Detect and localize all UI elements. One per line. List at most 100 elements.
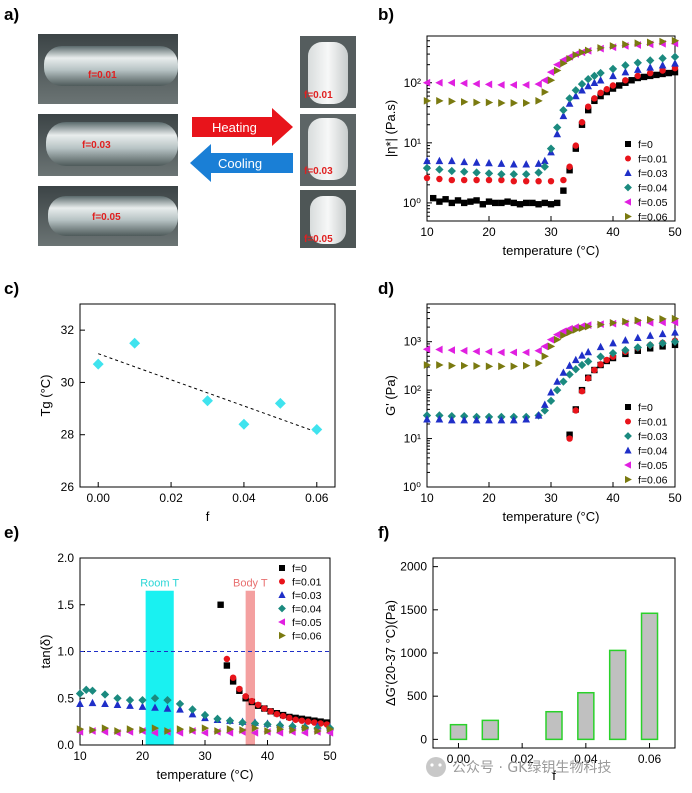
data-point bbox=[535, 201, 542, 208]
data-point bbox=[275, 729, 284, 737]
data-point bbox=[622, 77, 629, 84]
data-point bbox=[200, 710, 210, 720]
legend-marker bbox=[279, 578, 285, 585]
data-point bbox=[422, 345, 431, 354]
data-point bbox=[547, 76, 556, 85]
data-point bbox=[559, 368, 568, 376]
data-point bbox=[311, 719, 318, 726]
data-point bbox=[535, 177, 542, 185]
x-tick-label: 50 bbox=[668, 491, 682, 505]
cooling-arrow: Cooling bbox=[190, 144, 293, 182]
legend-marker bbox=[278, 604, 286, 613]
legend-label: f=0.01 bbox=[292, 577, 322, 589]
trend-line bbox=[98, 353, 317, 433]
y-axis-label: Tg (°C) bbox=[38, 374, 53, 416]
data-point bbox=[238, 418, 250, 430]
data-point bbox=[572, 142, 579, 149]
data-point bbox=[176, 725, 185, 733]
data-point bbox=[497, 81, 505, 89]
data-point bbox=[150, 729, 159, 737]
data-point bbox=[553, 377, 562, 385]
data-point bbox=[671, 36, 680, 45]
y-tick-label: 500 bbox=[407, 689, 427, 703]
data-point bbox=[616, 82, 623, 89]
data-point bbox=[572, 326, 580, 334]
data-point bbox=[553, 385, 562, 395]
data-point bbox=[591, 366, 598, 374]
y-tick-label: 0.5 bbox=[57, 691, 74, 705]
data-point bbox=[522, 81, 530, 89]
data-point bbox=[540, 76, 548, 85]
data-point bbox=[75, 689, 85, 698]
data-point bbox=[151, 703, 159, 711]
data-point bbox=[670, 52, 680, 61]
data-point bbox=[596, 352, 605, 361]
vial-photo-right-1: f=0.01 bbox=[300, 36, 356, 108]
panel-label-f: f) bbox=[378, 523, 389, 542]
data-point bbox=[658, 61, 667, 69]
x-axis-label: temperature (°C) bbox=[503, 509, 600, 524]
heating-label: Heating bbox=[212, 120, 257, 135]
data-point bbox=[566, 435, 573, 442]
data-point bbox=[659, 315, 667, 323]
data-point bbox=[447, 156, 456, 165]
legend-label: f=0.05 bbox=[638, 197, 668, 209]
data-point bbox=[634, 72, 641, 80]
data-point bbox=[82, 685, 91, 694]
data-point bbox=[479, 201, 486, 208]
data-point bbox=[565, 94, 574, 103]
data-point bbox=[279, 712, 287, 720]
data-point bbox=[578, 119, 586, 126]
watermark: 公众号 · GK绿钥生物科技 bbox=[426, 757, 611, 777]
data-point bbox=[546, 396, 556, 406]
x-tick-label: 10 bbox=[420, 491, 434, 505]
data-point bbox=[510, 177, 517, 185]
data-point bbox=[189, 726, 197, 734]
data-point bbox=[670, 318, 679, 327]
legend-marker bbox=[624, 169, 632, 176]
data-point bbox=[633, 343, 642, 352]
legend-label: f=0.04 bbox=[638, 183, 668, 195]
data-point bbox=[485, 158, 493, 167]
legend-label: f=0.05 bbox=[638, 460, 668, 472]
data-point bbox=[523, 177, 530, 185]
data-point bbox=[76, 725, 85, 733]
data-point bbox=[314, 727, 322, 735]
data-point bbox=[522, 348, 530, 357]
panel-label-c: c) bbox=[4, 279, 19, 298]
data-point bbox=[522, 170, 531, 179]
vial-photo-left-1: f=0.01 bbox=[38, 34, 178, 104]
band-label: Room T bbox=[140, 578, 179, 590]
legend-marker bbox=[624, 446, 632, 454]
data-point bbox=[472, 168, 481, 177]
panel-label-e: e) bbox=[4, 523, 19, 542]
data-point bbox=[485, 176, 493, 184]
series-f-0-06 bbox=[76, 724, 335, 735]
data-point bbox=[175, 729, 184, 737]
data-point bbox=[138, 702, 147, 710]
data-point bbox=[498, 362, 506, 371]
data-point bbox=[423, 174, 431, 182]
x-tick-label: 40 bbox=[606, 491, 620, 505]
data-point bbox=[313, 724, 322, 733]
data-point bbox=[436, 96, 444, 105]
legend-label: f=0 bbox=[638, 139, 653, 151]
vial-left-label-1: f=0.01 bbox=[88, 70, 117, 81]
y-tick-label: 26 bbox=[61, 480, 75, 494]
data-point bbox=[202, 395, 213, 407]
data-point bbox=[596, 342, 605, 351]
y-tick-label: 10² bbox=[404, 383, 421, 397]
data-point bbox=[92, 358, 104, 370]
data-point bbox=[423, 415, 431, 423]
y-tick-label: 2000 bbox=[400, 560, 427, 574]
data-point bbox=[622, 317, 630, 326]
data-point bbox=[460, 79, 468, 88]
data-point bbox=[448, 97, 456, 106]
data-point bbox=[590, 78, 599, 86]
data-point bbox=[541, 199, 548, 207]
data-point bbox=[460, 415, 469, 424]
data-point bbox=[217, 601, 224, 608]
data-point bbox=[671, 68, 679, 76]
data-point bbox=[485, 98, 494, 107]
